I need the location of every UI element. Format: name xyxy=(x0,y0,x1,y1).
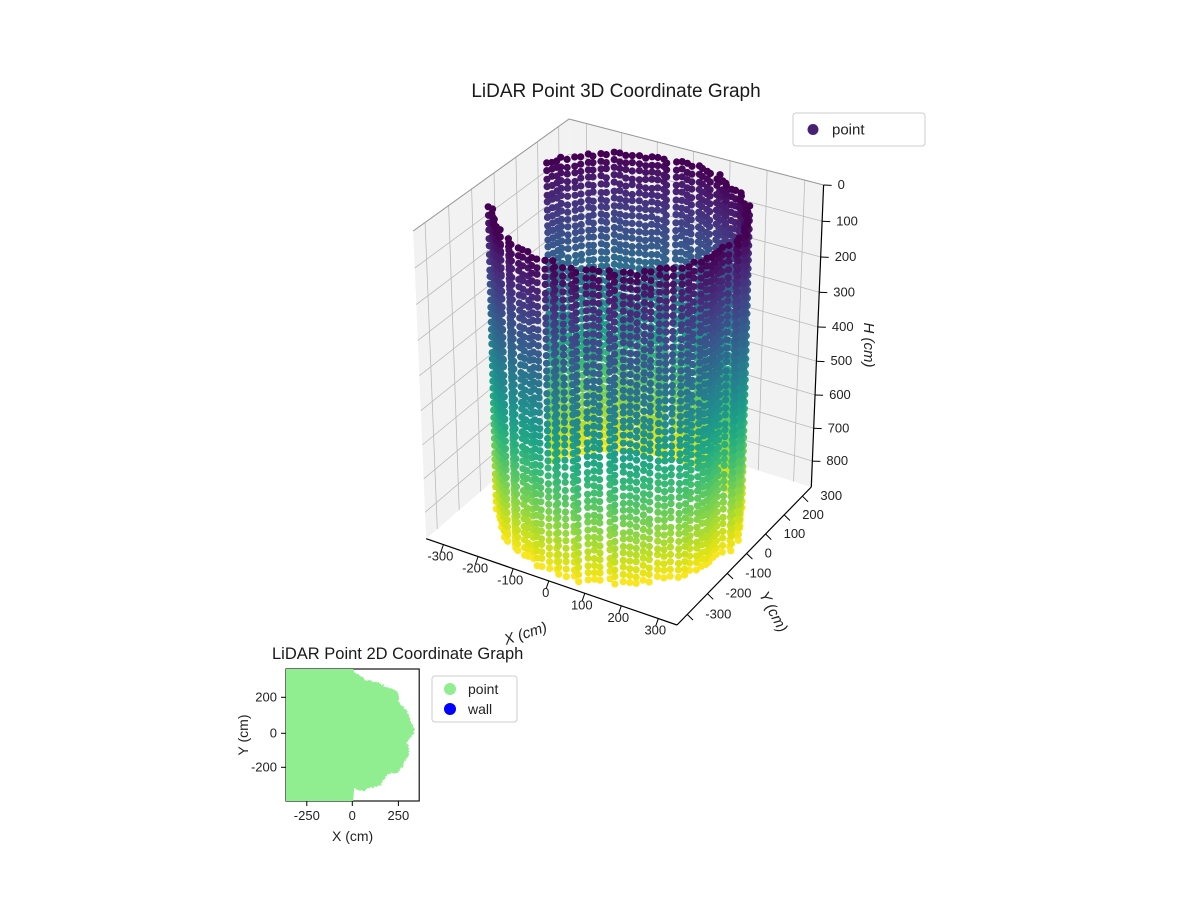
svg-text:LiDAR Point 2D Coordinate Grap: LiDAR Point 2D Coordinate Graph xyxy=(272,645,523,663)
svg-text:-100: -100 xyxy=(745,565,771,580)
svg-text:700: 700 xyxy=(828,420,850,435)
svg-text:Y (cm): Y (cm) xyxy=(235,715,251,756)
svg-text:300: 300 xyxy=(833,284,855,299)
svg-text:200: 200 xyxy=(835,249,857,264)
svg-text:200: 200 xyxy=(607,610,629,625)
svg-text:200: 200 xyxy=(255,689,277,704)
svg-text:200: 200 xyxy=(802,507,824,522)
svg-text:800: 800 xyxy=(826,453,848,468)
svg-text:-200: -200 xyxy=(726,586,752,601)
svg-text:100: 100 xyxy=(571,597,593,612)
svg-text:LiDAR Point 3D Coordinate Grap: LiDAR Point 3D Coordinate Graph xyxy=(471,81,760,102)
svg-text:0: 0 xyxy=(542,585,549,600)
svg-text:300: 300 xyxy=(644,623,666,638)
svg-text:0: 0 xyxy=(270,725,277,740)
svg-text:-300: -300 xyxy=(705,607,731,622)
svg-text:250: 250 xyxy=(388,808,410,823)
svg-text:-100: -100 xyxy=(497,573,523,588)
svg-text:-300: -300 xyxy=(427,549,453,564)
svg-text:wall: wall xyxy=(467,701,492,717)
svg-text:point: point xyxy=(832,122,865,139)
svg-text:300: 300 xyxy=(820,488,842,503)
svg-text:H (cm): H (cm) xyxy=(860,323,877,368)
svg-text:0: 0 xyxy=(349,808,356,823)
svg-text:0: 0 xyxy=(765,546,772,561)
svg-text:400: 400 xyxy=(832,319,854,334)
svg-text:-200: -200 xyxy=(462,561,488,576)
svg-text:X (cm): X (cm) xyxy=(332,828,373,844)
svg-text:0: 0 xyxy=(838,177,845,192)
svg-text:-200: -200 xyxy=(251,759,277,774)
svg-text:100: 100 xyxy=(836,213,858,228)
svg-text:500: 500 xyxy=(831,353,853,368)
svg-text:600: 600 xyxy=(829,387,851,402)
svg-text:100: 100 xyxy=(784,526,806,541)
svg-text:point: point xyxy=(468,681,498,697)
svg-text:-250: -250 xyxy=(294,808,320,823)
